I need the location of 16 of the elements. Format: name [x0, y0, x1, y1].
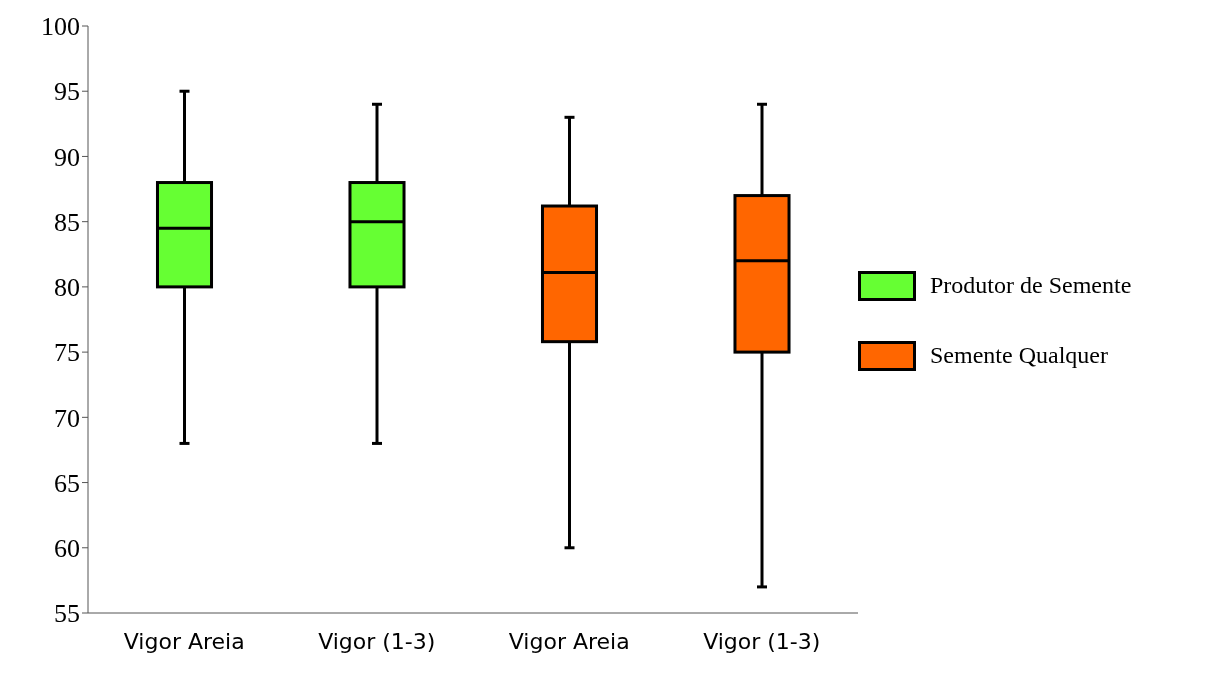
y-tick-label: 90	[54, 142, 80, 172]
y-tick-label: 65	[54, 468, 80, 498]
y-tick-label: 55	[54, 599, 80, 629]
x-tick-label: Vigor Areia	[508, 628, 630, 654]
y-tick-label: 80	[54, 273, 80, 303]
y-tick-label: 95	[54, 77, 80, 107]
legend-label: Produtor de Semente	[930, 272, 1132, 299]
legend-label: Semente Qualquer	[930, 342, 1108, 369]
x-tick-label: Vigor Areia	[123, 628, 245, 654]
y-tick-label: 85	[54, 207, 80, 237]
y-tick-label: 100	[41, 12, 80, 42]
y-tick-label: 60	[54, 534, 80, 564]
x-tick-label: Vigor (1-3)	[703, 628, 821, 654]
x-tick-label: Vigor (1-3)	[318, 628, 436, 654]
y-tick-label: 70	[54, 403, 80, 433]
y-tick-label: 75	[54, 338, 80, 368]
